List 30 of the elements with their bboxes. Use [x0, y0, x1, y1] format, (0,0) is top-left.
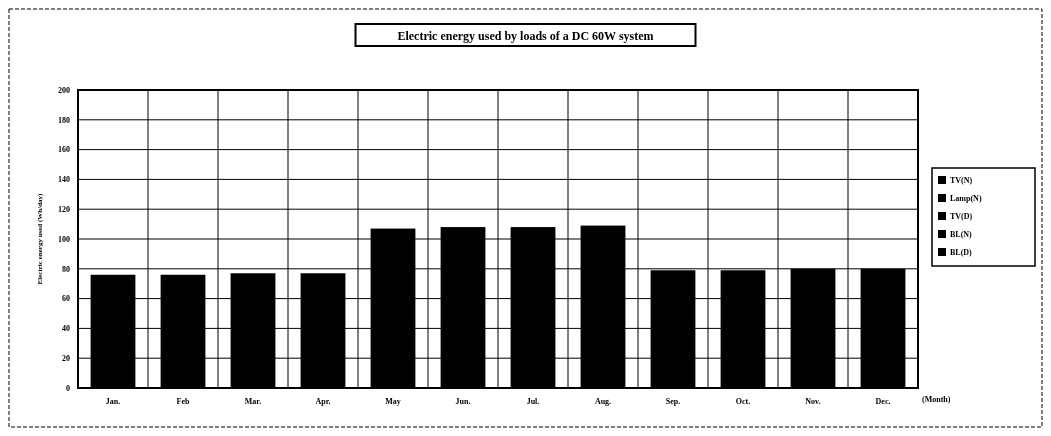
- y-tick-label: 200: [58, 85, 70, 95]
- x-tick-label: Sep.: [665, 397, 681, 406]
- x-tick-label: Dec.: [875, 397, 891, 406]
- text: Lamp(N): [950, 193, 982, 203]
- y-tick-label: 140: [58, 175, 70, 185]
- x-tick-label: Mar.: [244, 397, 262, 406]
- y-tick-label: 100: [58, 234, 70, 244]
- text: BL(D): [950, 247, 973, 257]
- x-axis-title: (Month): [922, 395, 951, 404]
- y-tick-label: 20: [62, 354, 70, 363]
- x-tick-label: May: [385, 397, 401, 406]
- x-tick-label: Jul.: [526, 397, 540, 406]
- text: TV(D): [950, 211, 973, 221]
- y-tick-label: 60: [62, 294, 70, 304]
- y-tick-label: 120: [58, 205, 70, 214]
- y-tick-label: 160: [58, 145, 70, 155]
- y-tick-label: 40: [62, 324, 70, 334]
- text: TV(N): [950, 175, 973, 185]
- x-tick-label: Jan.: [105, 397, 121, 406]
- y-tick-label: 0: [66, 383, 70, 393]
- x-tick-label: Nov.: [805, 397, 821, 406]
- x-tick-label: Oct.: [735, 397, 751, 406]
- y-tick-label: 80: [62, 264, 70, 274]
- text: BL(N): [950, 229, 973, 239]
- chart-title: Electric energy used by loads of a DC 60W system: [397, 29, 654, 43]
- x-tick-label: Jun.: [455, 397, 471, 406]
- x-tick-label: Aug.: [594, 397, 612, 406]
- x-tick-label: Feb: [176, 397, 190, 406]
- x-tick-label: Apr.: [315, 397, 331, 406]
- y-tick-label: 180: [58, 115, 70, 125]
